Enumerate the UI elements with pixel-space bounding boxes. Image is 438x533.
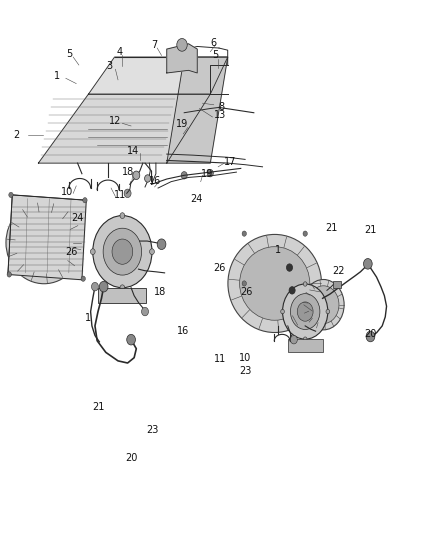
Text: 7: 7	[152, 40, 158, 50]
Text: 1: 1	[275, 245, 281, 255]
Text: 6: 6	[211, 38, 217, 48]
Circle shape	[93, 216, 152, 288]
Circle shape	[364, 259, 372, 269]
Text: 17: 17	[224, 157, 236, 166]
FancyBboxPatch shape	[288, 339, 322, 352]
Text: 19: 19	[176, 119, 188, 130]
Circle shape	[366, 331, 375, 342]
Circle shape	[297, 302, 313, 321]
Circle shape	[304, 282, 307, 286]
Circle shape	[145, 175, 151, 182]
Circle shape	[289, 287, 295, 294]
Polygon shape	[88, 57, 228, 94]
Text: 1: 1	[85, 313, 91, 324]
Text: 10: 10	[239, 353, 251, 362]
Text: 26: 26	[66, 247, 78, 257]
Circle shape	[242, 231, 247, 236]
Text: 8: 8	[218, 102, 224, 112]
Circle shape	[120, 213, 125, 219]
Circle shape	[127, 334, 135, 345]
Circle shape	[242, 281, 247, 286]
Text: 13: 13	[214, 110, 226, 120]
Polygon shape	[39, 94, 210, 163]
Circle shape	[283, 284, 328, 339]
Circle shape	[303, 231, 307, 236]
Text: 1: 1	[54, 70, 60, 80]
Ellipse shape	[6, 201, 82, 284]
Text: 20: 20	[364, 329, 377, 340]
Text: 12: 12	[109, 116, 122, 126]
Text: 16: 16	[177, 326, 190, 336]
Text: 24: 24	[190, 193, 202, 204]
Text: 11: 11	[113, 190, 126, 200]
Text: 21: 21	[325, 223, 337, 233]
Text: 23: 23	[147, 425, 159, 435]
Text: 3: 3	[106, 61, 113, 71]
Ellipse shape	[240, 247, 310, 320]
Circle shape	[304, 337, 307, 341]
Circle shape	[290, 294, 320, 329]
Circle shape	[207, 169, 213, 177]
Circle shape	[103, 228, 141, 275]
Text: 16: 16	[148, 175, 161, 185]
Circle shape	[112, 239, 133, 264]
Circle shape	[120, 285, 125, 290]
Circle shape	[141, 308, 148, 316]
Text: 20: 20	[125, 454, 137, 463]
Circle shape	[83, 198, 87, 203]
Polygon shape	[167, 57, 228, 163]
Text: 23: 23	[239, 367, 251, 376]
Circle shape	[326, 309, 330, 314]
Text: 2: 2	[14, 130, 20, 140]
FancyBboxPatch shape	[333, 281, 341, 288]
Circle shape	[92, 282, 99, 291]
Circle shape	[181, 172, 187, 179]
FancyBboxPatch shape	[99, 288, 146, 303]
Circle shape	[99, 281, 108, 292]
Text: 26: 26	[214, 263, 226, 272]
Text: 4: 4	[117, 47, 123, 56]
Circle shape	[157, 239, 166, 249]
Circle shape	[81, 276, 85, 281]
Text: 10: 10	[61, 187, 74, 197]
Ellipse shape	[15, 212, 73, 273]
Text: 5: 5	[66, 50, 72, 59]
Text: 14: 14	[127, 146, 139, 156]
Text: 24: 24	[71, 213, 84, 223]
Polygon shape	[167, 44, 197, 73]
Ellipse shape	[303, 279, 344, 330]
Circle shape	[9, 192, 13, 198]
Text: 26: 26	[240, 287, 252, 297]
Text: 21: 21	[364, 225, 377, 236]
Circle shape	[281, 309, 284, 314]
Polygon shape	[8, 195, 86, 280]
Circle shape	[90, 249, 95, 255]
Ellipse shape	[228, 235, 321, 333]
Circle shape	[7, 272, 11, 277]
Text: 19: 19	[201, 169, 213, 179]
Ellipse shape	[308, 286, 339, 324]
Circle shape	[133, 171, 140, 180]
Circle shape	[177, 38, 187, 51]
Text: 22: 22	[332, 266, 345, 276]
Text: 11: 11	[214, 354, 226, 364]
Circle shape	[290, 335, 297, 344]
Circle shape	[286, 264, 293, 271]
Text: 21: 21	[92, 402, 104, 412]
Text: 18: 18	[154, 287, 166, 297]
Text: 18: 18	[122, 167, 134, 177]
Text: 5: 5	[212, 51, 219, 60]
Circle shape	[150, 249, 154, 255]
Circle shape	[124, 189, 131, 198]
